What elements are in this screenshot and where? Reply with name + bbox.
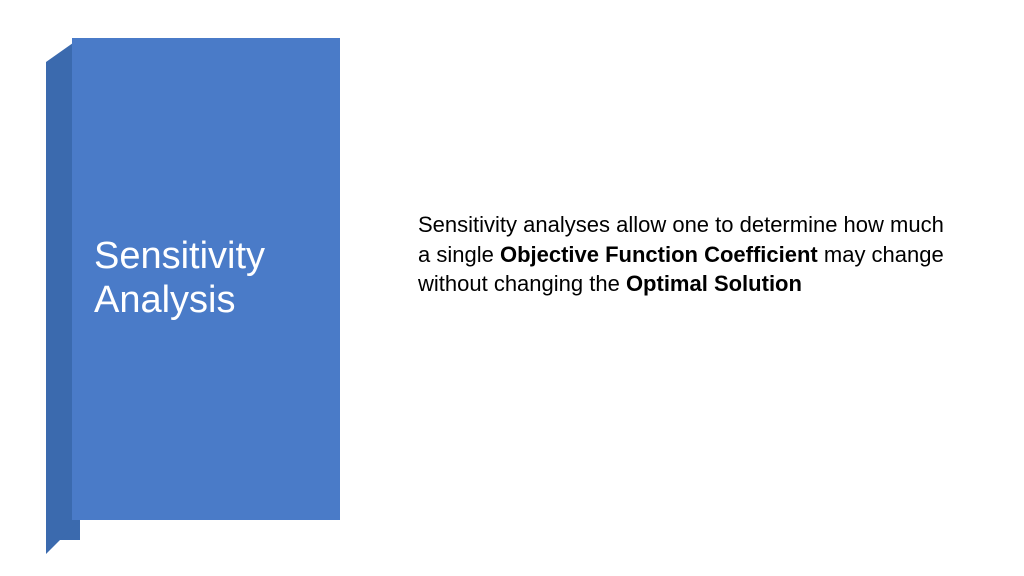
slide-title: Sensitivity Analysis [94,235,265,322]
title-panel-spine-fold-bottom [46,520,80,554]
slide-body-text: Sensitivity analyses allow one to determ… [418,210,958,299]
body-bold-span: Objective Function Coefficient [500,242,818,267]
title-panel: Sensitivity Analysis [72,38,340,520]
body-bold-span: Optimal Solution [626,271,802,296]
slide-title-line1: Sensitivity [94,235,265,277]
slide-title-line2: Analysis [94,279,236,321]
